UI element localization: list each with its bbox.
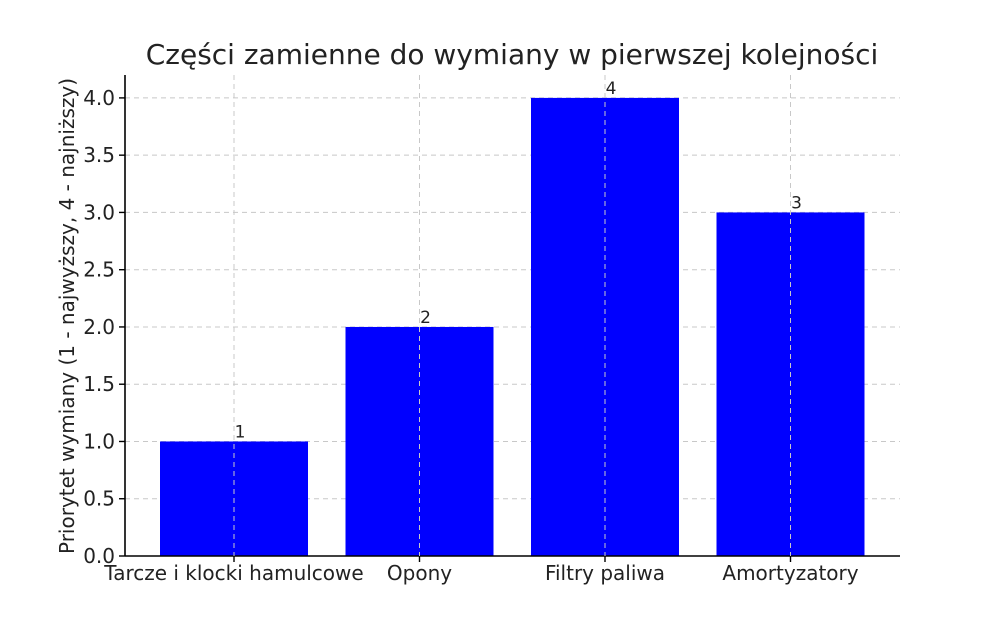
y-tick-label: 2.5 [83, 258, 115, 282]
bar-value-label: 3 [791, 193, 802, 213]
tick-labels: 0.0 0.5 1.0 1.5 2.0 2.5 3.0 3.5 4.0 Tarcze i kloc… [83, 86, 859, 585]
x-tick-label: Opony [387, 561, 452, 585]
y-tick-label: 3.5 [83, 143, 115, 167]
bar-value-label: 2 [420, 308, 431, 328]
y-tick-label: 0.5 [83, 487, 115, 511]
axes [119, 75, 900, 562]
bar-value-label: 1 [235, 422, 246, 442]
y-tick-label: 3.0 [83, 200, 115, 224]
chart-title: Części zamienne do wymiany w pierwszej k… [146, 38, 879, 71]
x-tick-label: Tarcze i klocki hamulcowe [103, 561, 363, 585]
y-tick-label: 2.0 [83, 315, 115, 339]
y-axis-label: Priorytet wymiany (1 - najwyższy, 4 - na… [55, 78, 79, 554]
x-tick-label: Amortyzatory [722, 561, 858, 585]
bar-2 [345, 326, 494, 556]
data-labels: 1 2 4 3 [233, 75, 802, 556]
y-tick-label: 4.0 [83, 86, 115, 110]
bar-value-label: 4 [606, 79, 617, 99]
y-tick-label: 0.0 [83, 544, 115, 568]
y-tick-label: 1.5 [83, 372, 115, 396]
x-tick-label: Filtry paliwa [545, 561, 665, 585]
y-tick-label: 1.0 [83, 429, 115, 453]
